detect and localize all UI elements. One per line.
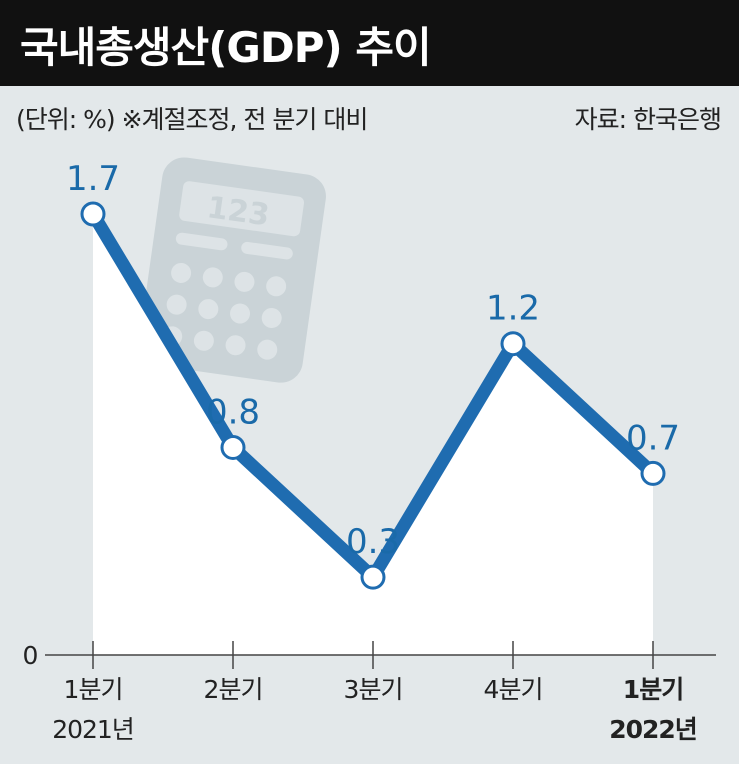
data-point bbox=[360, 564, 386, 590]
chart-title: 국내총생산(GDP) 추이 bbox=[20, 23, 432, 72]
data-point bbox=[80, 201, 106, 227]
area-fill bbox=[93, 214, 653, 655]
y-axis-zero-label: 0 bbox=[23, 641, 38, 670]
data-label: 0.3 bbox=[346, 522, 400, 562]
x-tick-label: 3분기 bbox=[344, 675, 403, 704]
data-label: 0.8 bbox=[206, 392, 260, 432]
x-tick-year-label: 2022년 bbox=[609, 715, 697, 744]
x-tick-label: 1분기 bbox=[623, 675, 683, 704]
data-point bbox=[640, 460, 666, 486]
title-bar: 국내총생산(GDP) 추이 bbox=[0, 0, 739, 86]
x-tick-label: 4분기 bbox=[484, 675, 543, 704]
svg-text:123: 123 bbox=[205, 190, 272, 233]
data-label: 0.7 bbox=[626, 418, 680, 458]
source-note: 자료: 한국은행 bbox=[574, 105, 722, 134]
x-tick-label: 1분기 bbox=[64, 675, 123, 704]
data-label: 1.7 bbox=[66, 159, 120, 199]
x-tick-label: 2분기 bbox=[204, 675, 263, 704]
unit-note: (단위: %) ※계절조정, 전 분기 대비 bbox=[16, 105, 368, 134]
data-point bbox=[500, 331, 526, 357]
data-point bbox=[220, 434, 246, 460]
x-tick-year-label: 2021년 bbox=[52, 715, 134, 744]
calculator-icon: 123 bbox=[139, 157, 326, 383]
data-label: 1.2 bbox=[486, 289, 540, 329]
